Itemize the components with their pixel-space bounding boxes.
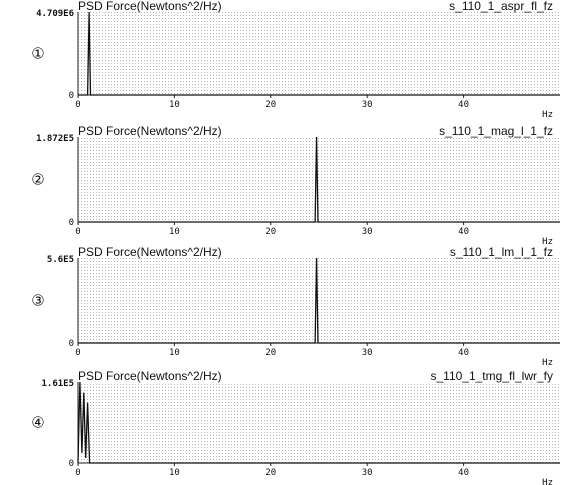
- x-tick-label: 10: [169, 348, 180, 358]
- signal-name: s_110_1_aspr_fl_fz: [449, 0, 553, 13]
- y-zero-label: 0: [69, 218, 74, 228]
- x-tick-label: 20: [265, 468, 276, 478]
- x-tick-label: 20: [265, 227, 276, 237]
- psd-series-line: [78, 11, 560, 96]
- chart-title: PSD Force(Newtons^2/Hz): [78, 0, 222, 13]
- y-zero-label: 0: [69, 91, 74, 101]
- y-max-label: 1.872E5: [36, 134, 74, 144]
- y-zero-label: 0: [69, 339, 74, 349]
- x-tick-label: 40: [458, 348, 469, 358]
- x-unit-label: Hz: [542, 358, 553, 368]
- x-unit-label: Hz: [542, 237, 553, 247]
- psd-series-line: [77, 381, 560, 464]
- x-unit-label: Hz: [542, 110, 553, 120]
- panel-badge: ③: [31, 293, 44, 310]
- x-tick-label: 30: [362, 100, 373, 110]
- plot-grid: [78, 137, 560, 222]
- psd-series-line: [78, 257, 560, 344]
- chart-title: PSD Force(Newtons^2/Hz): [78, 245, 222, 259]
- x-tick-label: 40: [458, 468, 469, 478]
- psd-panel-4: PSD Force(Newtons^2/Hz) s_110_1_tmg_fl_lw…: [31, 369, 560, 485]
- panel-badge: ④: [31, 415, 44, 432]
- psd-panel-1: PSD Force(Newtons^2/Hz) s_110_1_aspr_fl_f…: [31, 0, 560, 120]
- x-tick-label: 30: [362, 348, 373, 358]
- y-zero-label: 0: [69, 459, 74, 469]
- x-unit-label: Hz: [542, 478, 553, 485]
- y-max-label: 4.709E6: [36, 9, 74, 19]
- signal-name: s_110_1_lm_l_1_fz: [450, 245, 553, 259]
- x-tick-label: 20: [265, 100, 276, 110]
- plot-grid: [78, 258, 560, 343]
- plot-grid: [78, 12, 560, 95]
- plot-grid: [78, 382, 560, 463]
- y-max-label: 5.6E5: [47, 255, 74, 265]
- x-tick-label: 20: [265, 348, 276, 358]
- x-tick-label: 40: [458, 227, 469, 237]
- signal-name: s_110_1_tmg_fl_lwr_fy: [430, 369, 553, 383]
- x-tick-label: 0: [75, 100, 80, 110]
- x-tick-label: 10: [169, 100, 180, 110]
- y-max-label: 1.61E5: [41, 379, 74, 389]
- x-tick-label: 30: [362, 227, 373, 237]
- chart-title: PSD Force(Newtons^2/Hz): [78, 369, 222, 383]
- x-tick-label: 10: [169, 468, 180, 478]
- chart-title: PSD Force(Newtons^2/Hz): [78, 124, 222, 138]
- x-tick-label: 30: [362, 468, 373, 478]
- x-tick-label: 40: [458, 100, 469, 110]
- x-tick-label: 0: [75, 468, 80, 478]
- x-tick-label: 10: [169, 227, 180, 237]
- psd-panel-2: PSD Force(Newtons^2/Hz) s_110_1_mag_l_1_f…: [31, 124, 560, 247]
- signal-name: s_110_1_mag_l_1_fz: [439, 124, 553, 138]
- psd-panel-3: PSD Force(Newtons^2/Hz) s_110_1_lm_l_1_fz…: [31, 245, 560, 368]
- x-tick-label: 0: [75, 348, 80, 358]
- x-tick-label: 0: [75, 227, 80, 237]
- panel-badge: ①: [31, 46, 44, 63]
- psd-series-line: [78, 136, 560, 223]
- panel-badge: ②: [31, 172, 44, 189]
